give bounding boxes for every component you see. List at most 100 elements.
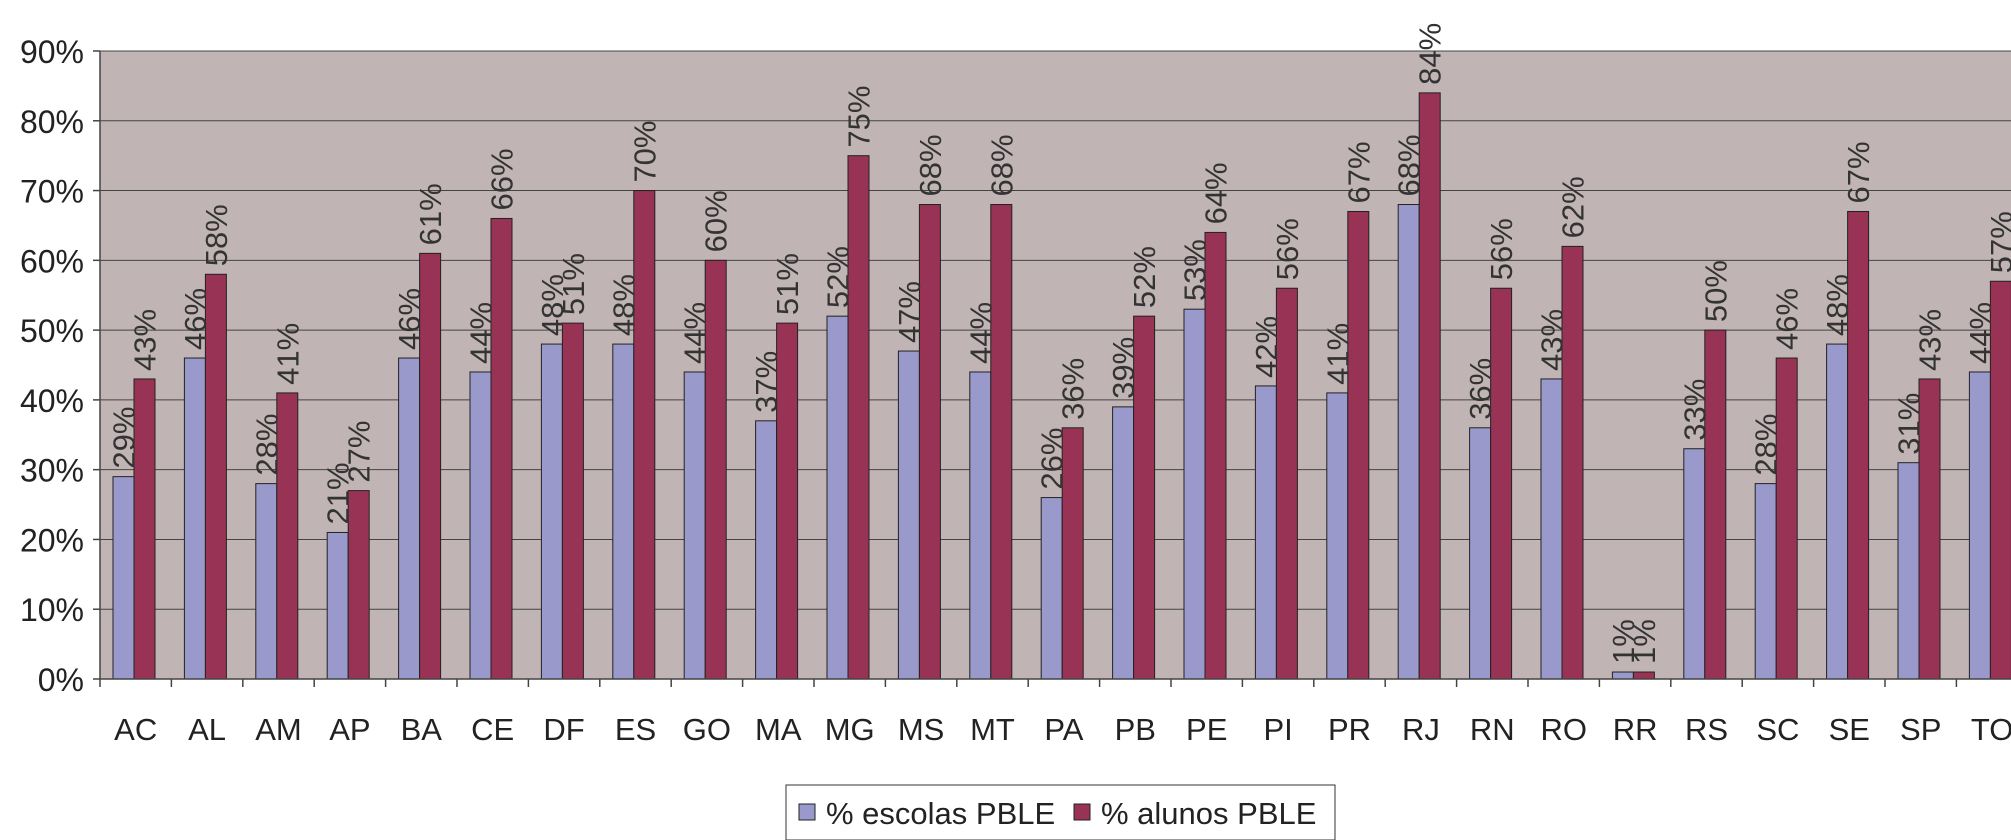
bar <box>469 371 492 680</box>
data-label: 61% <box>413 183 448 245</box>
bar <box>612 343 635 680</box>
data-label: 43% <box>1535 309 1570 371</box>
bar <box>398 357 421 680</box>
data-label: 37% <box>749 351 784 413</box>
data-label: 44% <box>678 302 713 364</box>
data-label: 56% <box>1270 218 1305 280</box>
bar <box>633 190 656 680</box>
x-tick-label: PE <box>1186 712 1227 747</box>
bar <box>1540 378 1563 680</box>
legend-box <box>785 784 1336 840</box>
data-label: 52% <box>821 246 856 308</box>
data-label: 51% <box>556 253 591 315</box>
bar <box>897 350 920 680</box>
bar <box>1490 287 1513 680</box>
x-tick-label: RR <box>1613 712 1658 747</box>
x-tick-label: MT <box>970 712 1015 747</box>
data-label: 21% <box>321 462 356 524</box>
data-label: 33% <box>1677 379 1712 441</box>
x-tick-label: RS <box>1685 712 1728 747</box>
data-label: 1% <box>1606 619 1641 664</box>
bar <box>1632 671 1655 680</box>
data-label: 43% <box>1913 309 1948 371</box>
x-tick-label: PB <box>1115 712 1156 747</box>
data-label: 47% <box>892 281 927 343</box>
x-tick-label: ES <box>615 712 656 747</box>
bar <box>1183 308 1206 680</box>
axes: 0% 10% 20% 30% 40% 50% 60% 70% 80% 90% AC AL AM AP BA C… <box>20 34 2011 747</box>
x-tick-label: PR <box>1328 712 1371 747</box>
bar <box>1611 671 1634 680</box>
bar <box>255 483 278 680</box>
data-label: 41% <box>1320 323 1355 385</box>
data-label: 1% <box>1627 619 1662 664</box>
bar <box>1469 427 1492 680</box>
bar <box>1968 371 1991 680</box>
bar <box>918 204 941 680</box>
data-label: 53% <box>1178 239 1213 301</box>
bar <box>1254 385 1277 680</box>
bar <box>112 476 135 680</box>
data-label: 41% <box>270 323 305 385</box>
data-label: 44% <box>464 302 499 364</box>
bar <box>1754 483 1777 680</box>
bar <box>1347 210 1370 680</box>
data-label: 39% <box>1106 337 1141 399</box>
data-label: 51% <box>770 253 805 315</box>
bar <box>1112 406 1135 680</box>
bar <box>1040 497 1063 680</box>
data-label: 67% <box>1341 141 1376 203</box>
data-label: 70% <box>627 121 662 183</box>
data-label: 48% <box>1820 274 1855 336</box>
bar <box>183 357 206 680</box>
bar <box>1397 204 1420 680</box>
data-labels: 29% 46% 28% 21% 46% 44% 48% 48% 44% 37% 52% 47% 44% 2… <box>107 23 2011 664</box>
data-label: 48% <box>535 274 570 336</box>
data-label: 50% <box>1698 260 1733 322</box>
x-tick-label: SC <box>1756 712 1799 747</box>
legend-swatch-escolas <box>798 803 816 821</box>
data-label: 52% <box>1127 246 1162 308</box>
data-label: 64% <box>1199 162 1234 224</box>
bars <box>112 92 2011 680</box>
y-tick-label: 30% <box>20 453 84 489</box>
data-label: 68% <box>984 134 1019 196</box>
legend-label-escolas: % escolas PBLE <box>826 796 1055 831</box>
data-label: 68% <box>1392 134 1427 196</box>
x-tick-label: AP <box>329 712 370 747</box>
data-label: 27% <box>342 421 377 483</box>
data-label: 75% <box>842 86 877 148</box>
x-tick-label: BA <box>401 712 443 747</box>
y-tick-label: 10% <box>20 592 84 628</box>
data-label: 66% <box>485 148 520 210</box>
data-label: 28% <box>249 414 284 476</box>
data-label: 43% <box>128 309 163 371</box>
x-tick-label: AM <box>255 712 302 747</box>
x-tick-label: RJ <box>1402 712 1440 747</box>
x-tick-label: AL <box>188 712 226 747</box>
data-label: 46% <box>392 288 427 350</box>
bar <box>847 155 870 680</box>
y-tick-label: 20% <box>20 522 84 558</box>
bar <box>1826 343 1849 680</box>
bar <box>1326 392 1349 680</box>
bar <box>490 217 513 680</box>
data-label: 46% <box>178 288 213 350</box>
x-tick-label: SP <box>1900 712 1941 747</box>
y-tick-label: 0% <box>38 662 84 698</box>
legend: % escolas PBLE % alunos PBLE <box>785 784 1336 840</box>
bar <box>540 343 563 680</box>
data-label: 29% <box>107 407 142 469</box>
x-tick-label: TO <box>1971 712 2011 747</box>
data-label: 60% <box>699 190 734 252</box>
data-label: 42% <box>1249 316 1284 378</box>
x-tick-label: CE <box>471 712 514 747</box>
legend-swatch-alunos <box>1073 803 1091 821</box>
data-label: 48% <box>606 274 641 336</box>
x-tick-label: MA <box>755 712 802 747</box>
x-tick-label: AC <box>114 712 157 747</box>
bar <box>561 322 584 680</box>
bar <box>1683 448 1706 680</box>
bar <box>1775 357 1798 680</box>
